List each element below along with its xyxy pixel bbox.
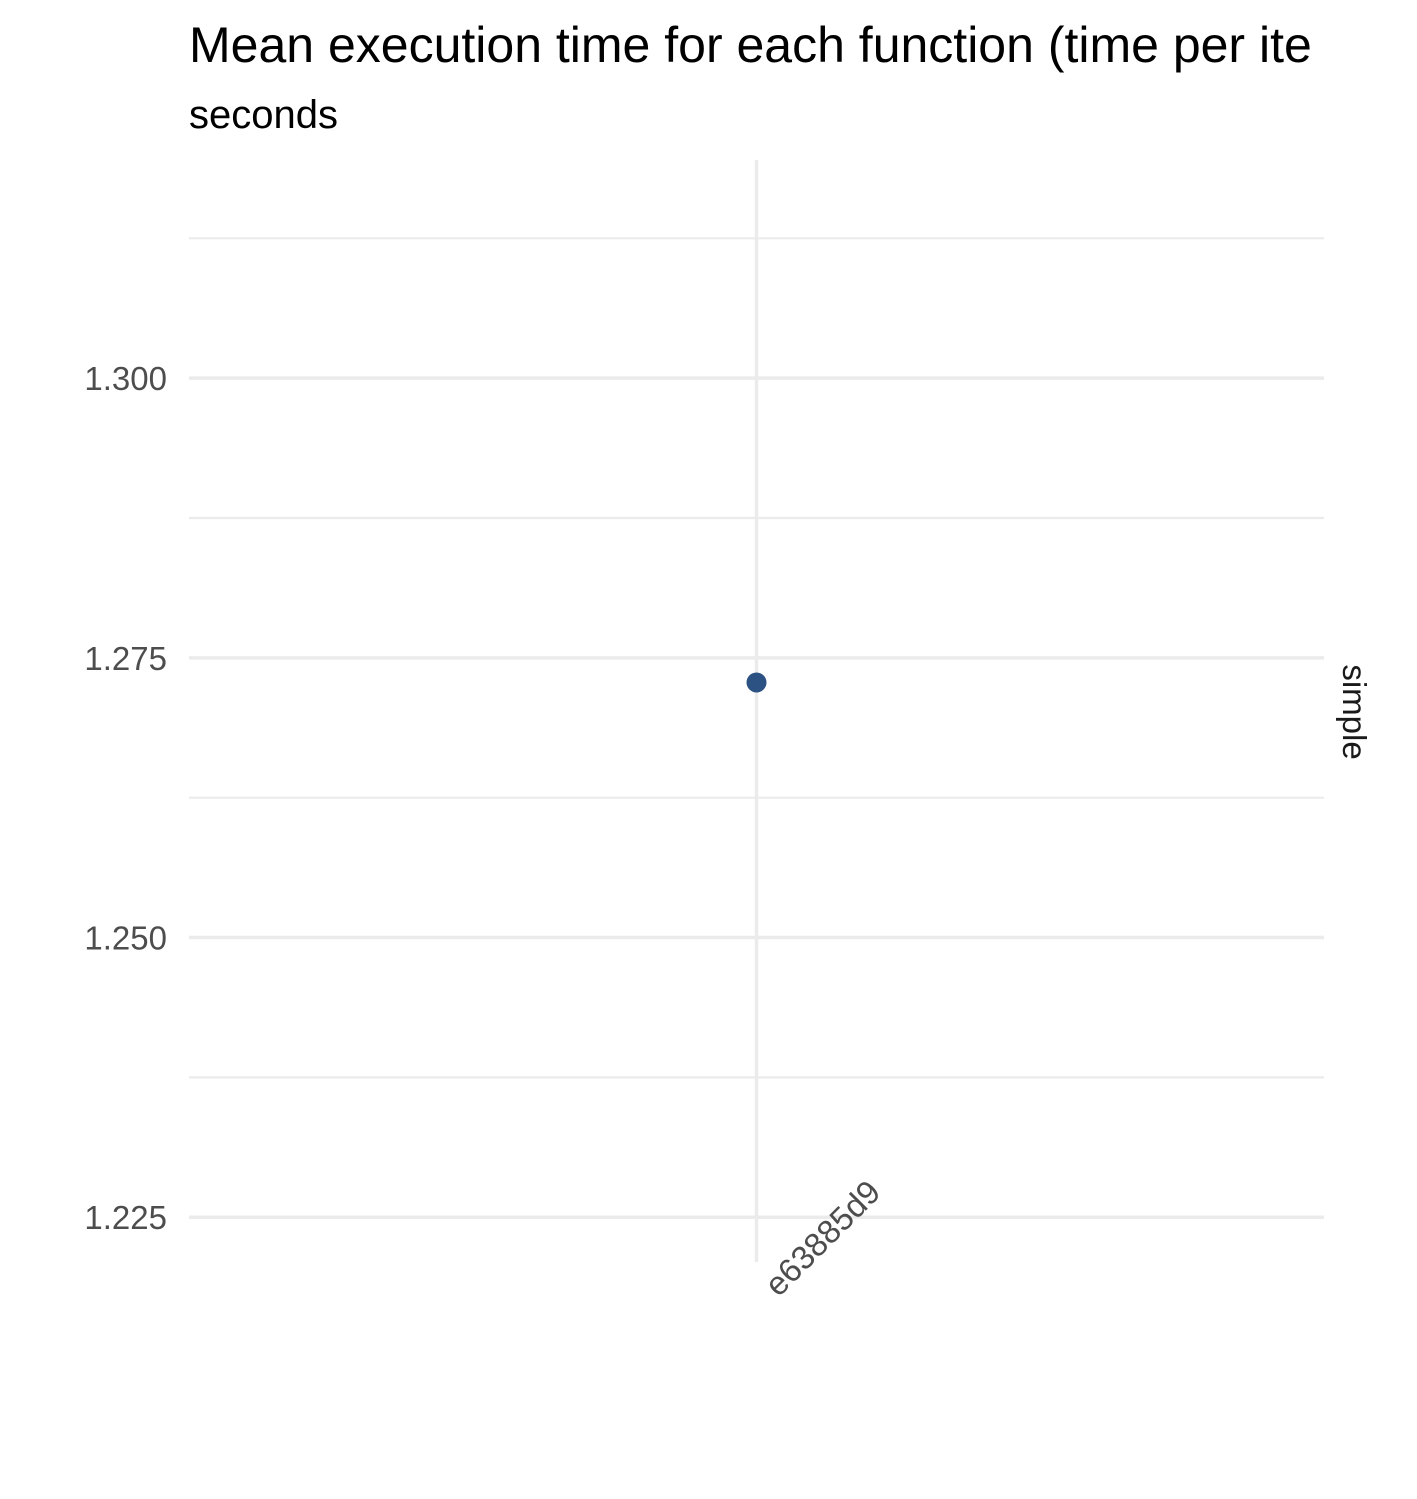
data-point xyxy=(746,672,767,693)
grid xyxy=(189,160,1324,1262)
y-axis-tick-labels: 1.225 1.250 1.275 1.300 xyxy=(84,360,167,1236)
data-points xyxy=(746,672,767,693)
y-tick-label: 1.250 xyxy=(84,920,167,957)
chart-subtitle: seconds xyxy=(189,93,338,137)
y-tick-label: 1.275 xyxy=(84,640,167,677)
facet-strip-label: simple xyxy=(1336,664,1373,759)
y-tick-label: 1.300 xyxy=(84,360,167,397)
chart-title: Mean execution time for each function (t… xyxy=(189,17,1312,73)
y-tick-label: 1.225 xyxy=(84,1199,167,1236)
